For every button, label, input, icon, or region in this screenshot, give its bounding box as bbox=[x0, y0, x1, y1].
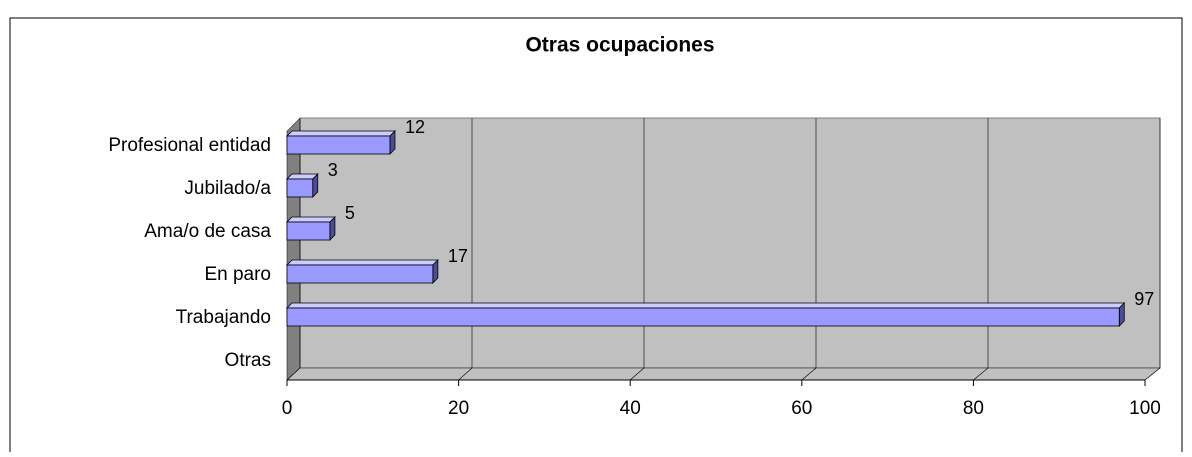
side-wall bbox=[286, 117, 301, 381]
y-tick-label: Otras bbox=[225, 350, 271, 371]
bar bbox=[286, 178, 314, 198]
y-tick-label: Jubilado/a bbox=[184, 178, 271, 199]
bar-top bbox=[286, 302, 1126, 309]
grid-line bbox=[286, 367, 301, 381]
bar bbox=[286, 135, 391, 155]
grid-line bbox=[801, 367, 817, 381]
x-tick-label: 0 bbox=[282, 398, 293, 419]
grid-line bbox=[1144, 367, 1161, 381]
x-tick-label: 100 bbox=[1129, 398, 1161, 419]
bar bbox=[286, 307, 1120, 327]
bar bbox=[286, 264, 434, 284]
x-tick-label: 20 bbox=[448, 398, 469, 419]
floor bbox=[286, 367, 1161, 381]
x-tick-label: 60 bbox=[791, 398, 812, 419]
grid-line bbox=[458, 367, 473, 381]
bar-top bbox=[286, 216, 336, 223]
x-tick-label: 40 bbox=[620, 398, 641, 419]
data-label: 97 bbox=[1134, 289, 1154, 309]
data-label: 5 bbox=[345, 203, 355, 223]
bar-top bbox=[286, 130, 396, 137]
grid-line bbox=[630, 367, 645, 381]
bar-top bbox=[286, 259, 439, 266]
y-tick-label: Profesional entidad bbox=[108, 135, 271, 156]
y-tick-label: En paro bbox=[204, 264, 271, 285]
y-tick-label: Trabajando bbox=[176, 307, 271, 328]
data-label: 12 bbox=[405, 117, 425, 137]
back-wall bbox=[299, 117, 1161, 369]
y-tick-label: Ama/o de casa bbox=[144, 221, 271, 242]
bar bbox=[286, 221, 331, 241]
data-label: 17 bbox=[448, 246, 468, 266]
grid-line bbox=[973, 367, 989, 381]
plot-area bbox=[286, 117, 1161, 381]
x-tick-label: 80 bbox=[963, 398, 984, 419]
data-label: 3 bbox=[328, 160, 338, 180]
chart-title: Otras ocupaciones bbox=[525, 34, 714, 57]
